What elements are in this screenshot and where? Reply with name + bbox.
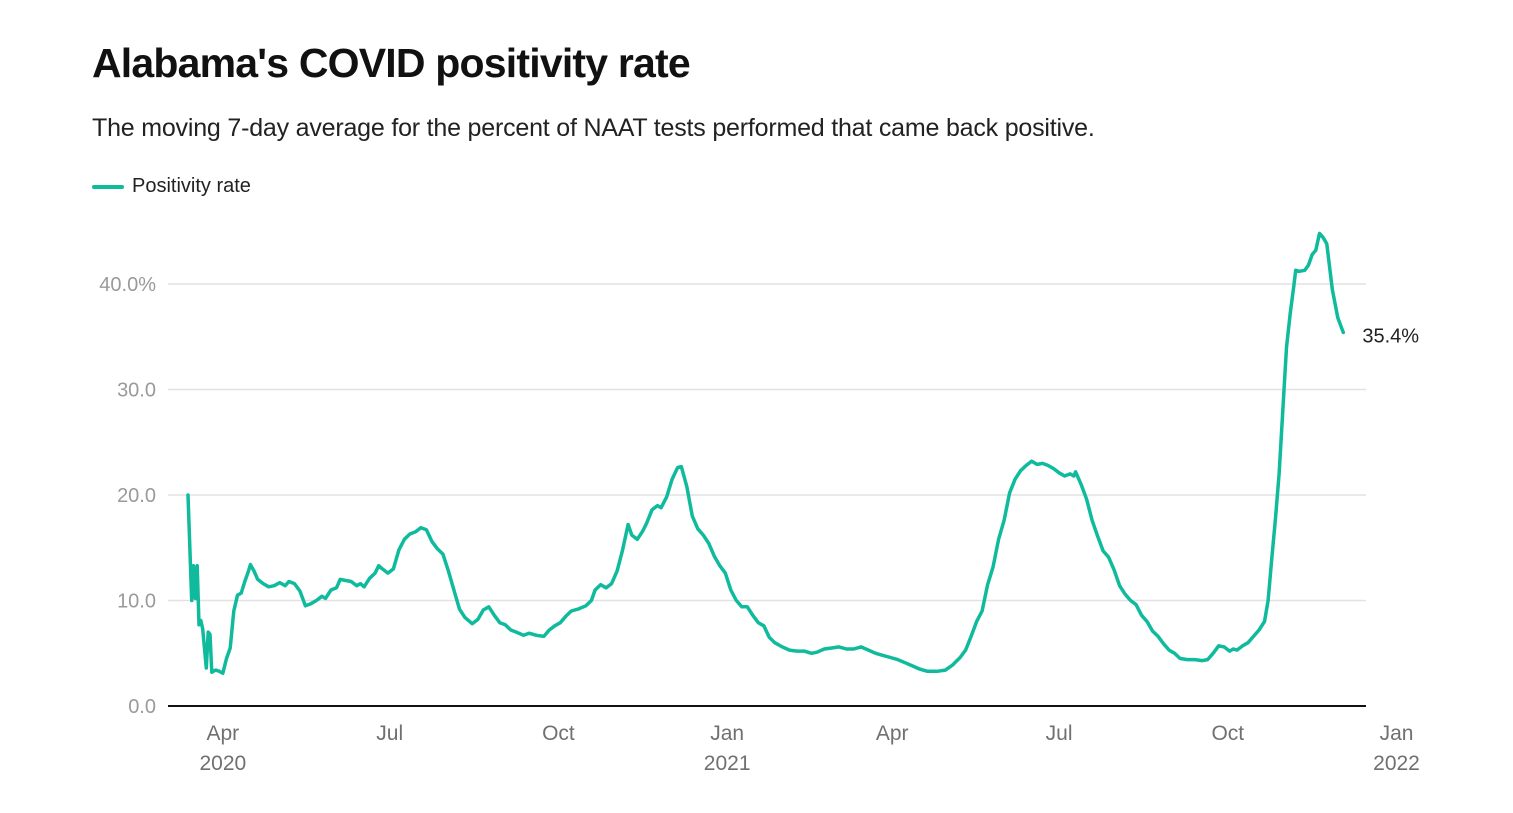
x-tick-label: Jan [710, 722, 744, 745]
x-axis-ticks: Apr 2020 Jul Oct Jan 2021 Apr Jul Oct Jan 2022 [199, 722, 1419, 775]
legend: Positivity rate [92, 175, 251, 198]
y-tick-label: 40.0% [99, 274, 156, 296]
x-tick-year-label: 2020 [199, 752, 246, 775]
x-tick-year-label: 2021 [704, 752, 751, 775]
chart-subtitle: The moving 7-day average for the percent… [92, 114, 1095, 142]
x-tick-label: Apr [206, 722, 239, 745]
x-tick-label: Apr [876, 722, 909, 745]
end-value-label: 35.4% [1362, 326, 1419, 348]
y-tick-label: 30.0 [117, 380, 156, 402]
x-tick-label: Jul [1046, 722, 1073, 745]
y-tick-label: 10.0 [117, 591, 156, 613]
x-tick-year-label: 2022 [1373, 752, 1420, 775]
y-tick-label: 20.0 [117, 485, 156, 507]
y-tick-label: 0.0 [128, 696, 156, 718]
x-tick-label: Oct [542, 722, 575, 745]
legend-swatch-positivity-rate [92, 184, 124, 189]
x-tick-label: Jan [1380, 722, 1414, 745]
legend-label-positivity-rate: Positivity rate [132, 175, 251, 197]
chart-title: Alabama's COVID positivity rate [92, 40, 691, 86]
series-line-positivity-rate [186, 231, 1346, 676]
x-tick-label: Oct [1211, 722, 1244, 745]
y-axis-ticks: 0.0 10.0 20.0 30.0 40.0% [99, 274, 156, 718]
x-tick-label: Jul [376, 722, 403, 745]
gridlines [168, 283, 1366, 602]
